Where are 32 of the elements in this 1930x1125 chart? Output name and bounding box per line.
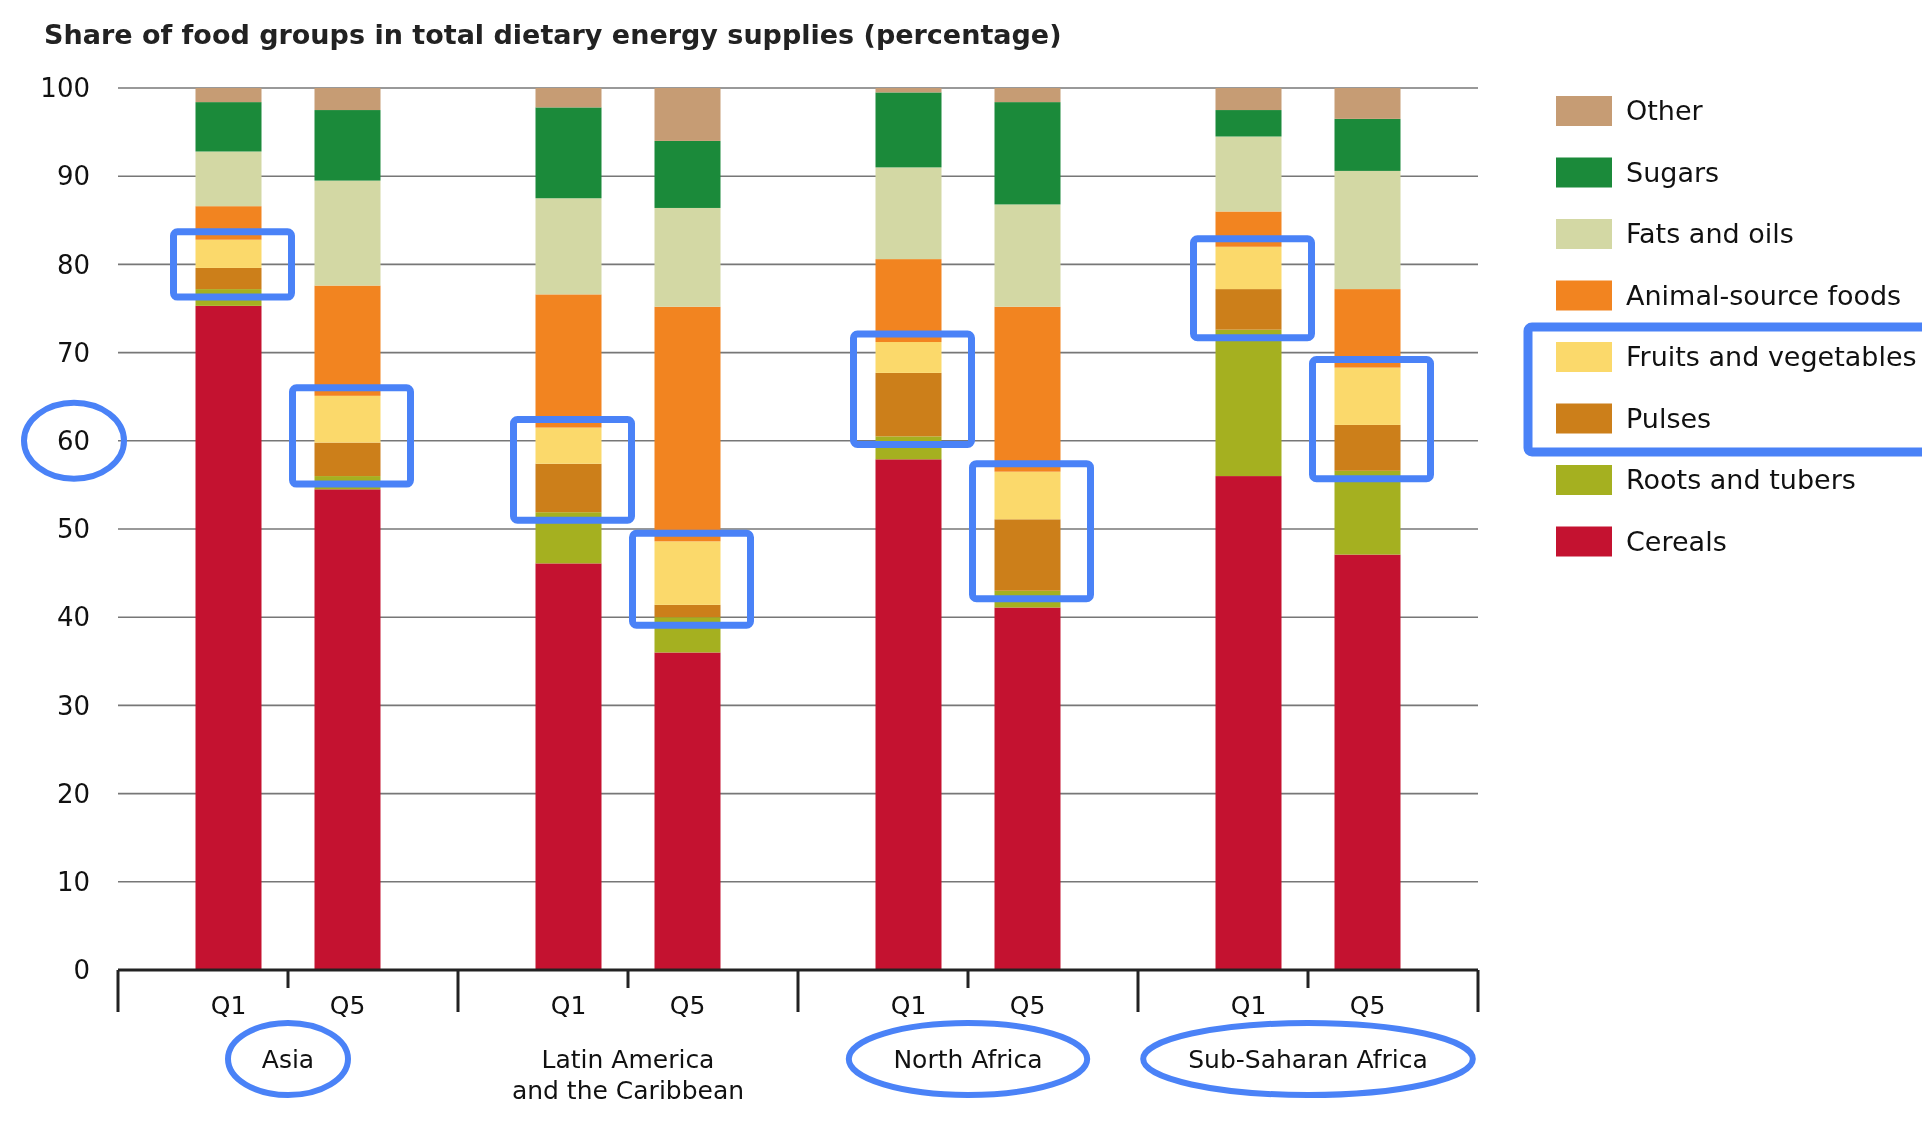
- text: North Africa: [893, 1045, 1043, 1074]
- y-tick-label: 60: [56, 425, 90, 456]
- x-tick-label: Q1: [210, 991, 247, 1020]
- y-tick-label: 20: [56, 778, 90, 809]
- y-tick-label: 100: [40, 73, 90, 104]
- chart-title: Share of food groups in total dietary energy supplies (percentage): [44, 19, 1062, 50]
- x-tick-label: Q5: [1349, 991, 1386, 1020]
- x-tick-label: Q5: [1009, 991, 1046, 1020]
- y-tick-label: 50: [56, 514, 90, 545]
- x-tick-label: Q5: [329, 991, 366, 1020]
- y-tick-label: 90: [56, 161, 90, 192]
- y-tick-label: 80: [56, 249, 90, 280]
- text: Asia: [261, 1045, 315, 1074]
- x-tick-label: Q1: [890, 991, 927, 1020]
- y-tick-label: 40: [56, 602, 90, 633]
- y-tick-label: 10: [56, 866, 90, 897]
- x-tick-label: Q1: [550, 991, 587, 1020]
- y-tick-label: 0: [73, 955, 90, 986]
- legend-label: Pulses: [1626, 402, 1712, 434]
- legend-label: Sugars: [1626, 156, 1720, 188]
- x-tick-label: Q5: [669, 991, 706, 1020]
- legend-label: Roots and tubers: [1626, 464, 1856, 496]
- legend-label: Fats and oils: [1626, 218, 1794, 250]
- legend-label: Animal-source foods: [1626, 279, 1902, 311]
- legend-label: Other: [1626, 95, 1704, 127]
- x-tick-label: Q1: [1230, 991, 1267, 1020]
- text: Sub-Saharan Africa: [1188, 1045, 1428, 1074]
- y-tick-label: 30: [56, 690, 90, 721]
- y-tick-label: 70: [56, 337, 90, 368]
- legend-label: Cereals: [1626, 525, 1727, 557]
- text: Latin America and the Caribbean: [511, 1045, 745, 1105]
- legend-label: Fruits and vegetables: [1626, 341, 1917, 373]
